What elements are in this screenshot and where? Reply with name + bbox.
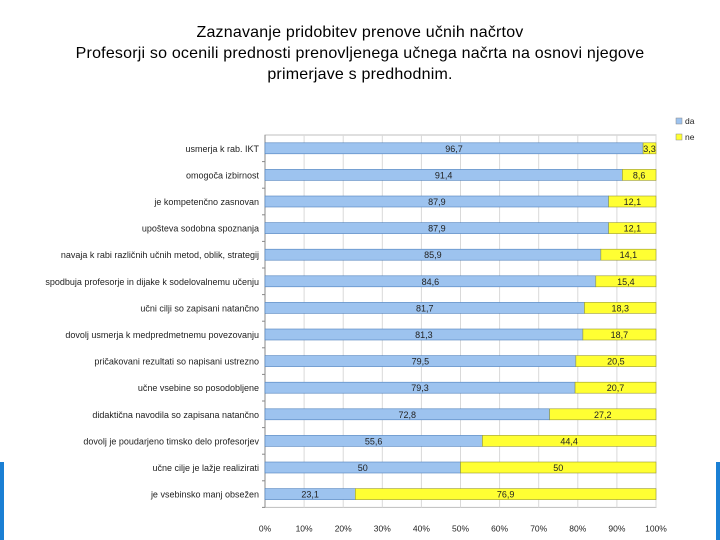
data-label-ne: 12,1 — [624, 197, 642, 207]
x-tick-label: 20% — [335, 523, 352, 533]
data-label-da: 72,8 — [399, 410, 417, 420]
x-tick-label: 90% — [608, 523, 625, 533]
x-tick-label: 30% — [374, 523, 391, 533]
title-line-2: Profesorji so ocenili prednosti prenovlj… — [75, 45, 645, 62]
x-tick-label: 40% — [413, 523, 430, 533]
data-label-da: 87,9 — [428, 224, 446, 234]
data-label-ne: 76,9 — [497, 490, 515, 500]
right-accent-bar — [716, 462, 720, 540]
category-label: spodbuja profesorje in dijake k sodelova… — [45, 277, 259, 287]
bar-ne — [608, 222, 657, 234]
bar-ne — [595, 275, 657, 288]
data-label-da: 96,7 — [445, 144, 463, 154]
bar-ne — [584, 302, 657, 314]
data-label-da: 50 — [358, 463, 368, 473]
category-label: omogoča izbirnost — [186, 170, 260, 180]
category-label: navaja k rabi različnih učnih metod, obl… — [61, 250, 259, 260]
category-label: je kompetenčno zasnovan — [153, 197, 259, 207]
bar-ne — [549, 408, 657, 421]
category-label: dovolj je poudarjeno timsko delo profeso… — [83, 436, 259, 446]
data-label-ne: 3,3 — [643, 144, 656, 154]
data-label-da: 55,6 — [365, 436, 383, 446]
category-label: didaktična navodila so zapisana natančno — [92, 410, 259, 420]
legend-label-ne: ne — [685, 132, 695, 142]
category-label: usmerja k rab. IKT — [185, 144, 259, 154]
left-accent-bar — [0, 462, 4, 540]
x-tick-label: 70% — [530, 523, 547, 533]
bar-ne — [575, 355, 657, 367]
x-tick-label: 0% — [259, 523, 272, 533]
title-line-3: primerjave s predhodnim. — [267, 66, 453, 83]
x-tick-label: 10% — [296, 523, 313, 533]
data-label-da: 79,5 — [412, 357, 430, 367]
bar-ne — [482, 435, 657, 447]
bar-ne — [608, 195, 657, 208]
category-label: učne vsebine so posodobljene — [138, 383, 259, 393]
bar-ne — [600, 248, 657, 261]
legend-swatch-da — [675, 117, 683, 125]
title-line-1: Zaznavanje pridobitev prenove učnih načr… — [196, 24, 524, 41]
x-tick-label: 80% — [569, 523, 586, 533]
data-label-ne: 18,7 — [611, 330, 629, 340]
data-label-da: 91,4 — [435, 170, 453, 180]
data-label-ne: 44,4 — [560, 436, 578, 446]
data-label-ne: 14,1 — [620, 250, 638, 260]
chart-title: Zaznavanje pridobitev prenove učnih načr… — [0, 22, 720, 85]
x-tick-label: 100% — [645, 523, 667, 533]
data-label-ne: 27,2 — [594, 410, 612, 420]
data-label-ne: 18,3 — [611, 303, 629, 313]
data-label-da: 85,9 — [424, 250, 442, 260]
data-label-ne: 8,6 — [633, 170, 646, 180]
data-label-da: 81,7 — [416, 303, 434, 313]
bar-ne — [622, 169, 657, 181]
data-label-da: 84,6 — [422, 277, 440, 287]
category-label: je vsebinsko manj obsežen — [150, 490, 259, 500]
data-label-ne: 20,5 — [607, 357, 625, 367]
data-label-ne: 20,7 — [607, 383, 625, 393]
bar-ne — [355, 488, 657, 500]
data-label-ne: 15,4 — [617, 277, 635, 287]
x-tick-label: 60% — [491, 523, 508, 533]
data-label-ne: 50 — [553, 463, 563, 473]
category-label: učne cilje je lažje realizirati — [152, 463, 259, 473]
bar-ne — [574, 381, 657, 394]
bar-ne — [460, 461, 657, 474]
data-label-da: 81,3 — [415, 330, 433, 340]
legend-label-da: da — [685, 116, 695, 126]
category-label: učni cilji so zapisani natančno — [140, 303, 259, 313]
bar-ne — [642, 142, 657, 155]
bar-ne — [582, 328, 657, 341]
data-label-da: 87,9 — [428, 197, 446, 207]
category-label: upošteva sodobna spoznanja — [142, 224, 259, 234]
x-tick-label: 50% — [452, 523, 469, 533]
legend-swatch-ne — [675, 133, 683, 141]
data-label-da: 79,3 — [411, 383, 429, 393]
data-label-ne: 12,1 — [624, 224, 642, 234]
data-label-da: 23,1 — [301, 490, 319, 500]
category-label: pričakovani rezultati so napisani ustrez… — [94, 357, 259, 367]
category-label: dovolj usmerja k medpredmetnemu povezova… — [65, 330, 259, 340]
